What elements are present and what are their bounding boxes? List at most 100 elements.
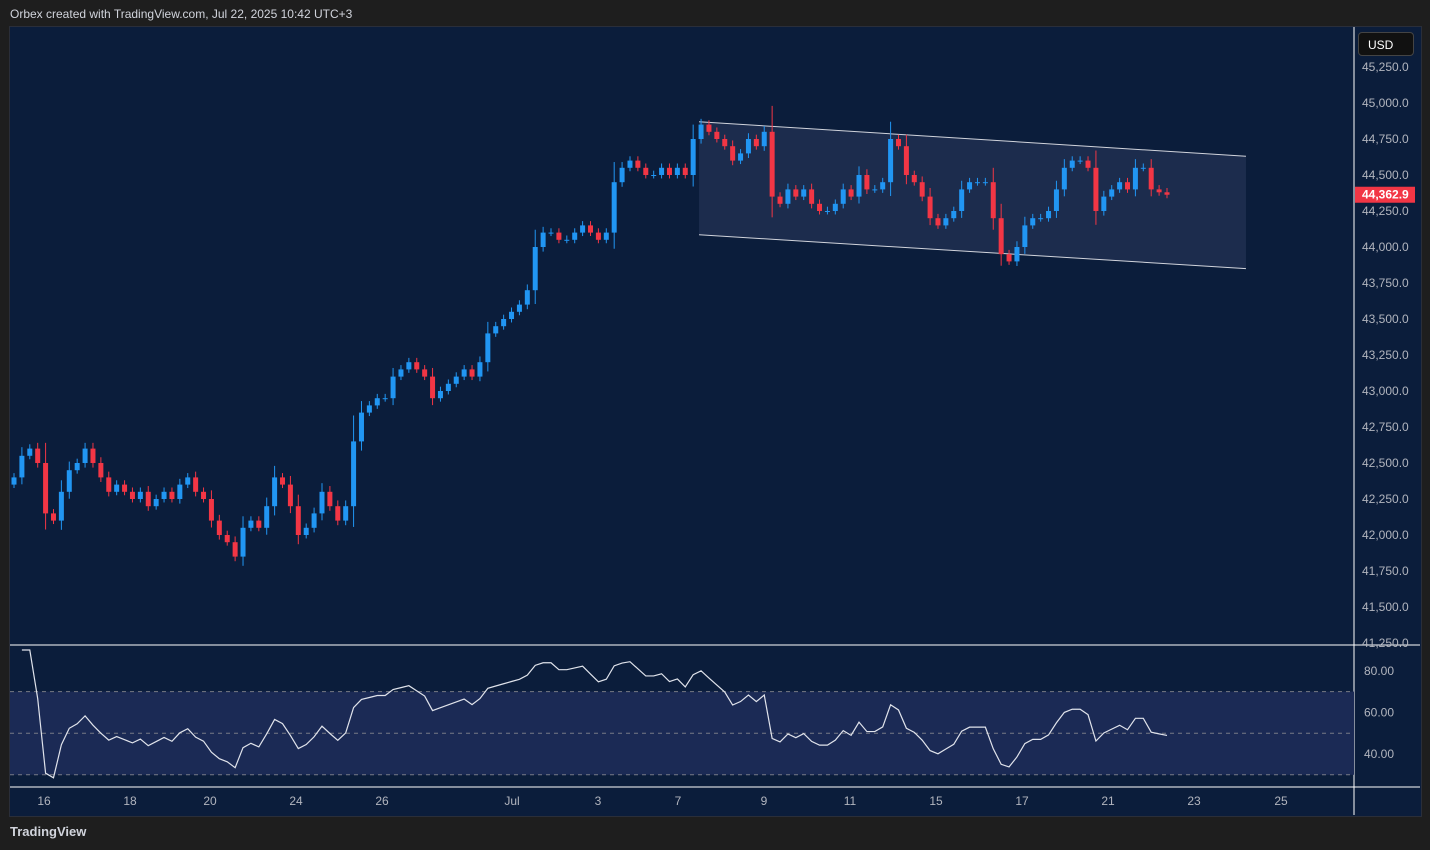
candle-body — [580, 225, 586, 233]
candle-body — [398, 369, 404, 377]
candle-body — [524, 290, 530, 305]
candle-body — [619, 167, 625, 183]
candle-body — [1006, 254, 1012, 262]
candle-body — [248, 520, 254, 528]
candle-body — [177, 484, 183, 499]
price-tick-label: 43,750.0 — [1362, 276, 1409, 290]
candle-body — [509, 311, 515, 319]
price-tick-label: 44,250.0 — [1362, 204, 1409, 218]
candle-body — [832, 203, 838, 211]
time-tick-label: 3 — [595, 794, 602, 808]
price-tick-label: 42,250.0 — [1362, 492, 1409, 506]
candle-body — [66, 470, 72, 492]
candle-body — [880, 182, 886, 190]
candle-body — [445, 383, 451, 391]
candle-body — [967, 182, 973, 190]
candle-body — [809, 189, 815, 204]
candle-body — [793, 189, 799, 197]
candle-body — [817, 203, 823, 211]
candle-body — [1053, 189, 1059, 211]
candle-body — [785, 189, 791, 204]
price-tick-label: 42,000.0 — [1362, 528, 1409, 542]
rsi-tick-label: 80.00 — [1364, 664, 1394, 678]
candle-body — [824, 211, 830, 212]
candle-body — [935, 218, 941, 226]
candle-body — [485, 333, 491, 363]
time-tick-label: 20 — [203, 794, 217, 808]
time-tick-label: 21 — [1101, 794, 1115, 808]
candle-body — [1046, 211, 1052, 219]
candle-body — [1140, 167, 1146, 169]
candle-body — [761, 131, 767, 147]
candle-body — [856, 175, 862, 197]
channel-top-line — [699, 121, 1247, 157]
candle-body — [532, 247, 538, 291]
time-tick-label: 25 — [1274, 794, 1288, 808]
candle-body — [145, 491, 151, 507]
candle-body — [74, 463, 80, 471]
candle-body — [769, 131, 775, 197]
candle-body — [311, 513, 317, 528]
chart-attribution: Orbex created with TradingView.com, Jul … — [10, 7, 353, 21]
candle-body — [643, 167, 649, 175]
candle-body — [461, 369, 467, 377]
candle-body — [27, 448, 33, 456]
candle-body — [272, 477, 278, 507]
candle-body — [374, 398, 380, 406]
rsi-tick-label: 40.00 — [1364, 747, 1394, 761]
channel-bottom-line — [699, 234, 1247, 270]
tradingview-logo: TradingView — [10, 824, 86, 839]
time-tick-label: 18 — [123, 794, 137, 808]
candle-body — [58, 491, 64, 521]
candle-body — [990, 182, 996, 219]
time-tick-label: 15 — [929, 794, 943, 808]
candle-body — [1085, 160, 1091, 168]
candle-body — [122, 484, 128, 492]
candle-body — [366, 405, 372, 413]
candle-body — [911, 175, 917, 183]
candle-body — [161, 491, 167, 499]
candle-body — [611, 182, 617, 233]
price-tick-label: 43,500.0 — [1362, 312, 1409, 326]
candle-body — [943, 218, 949, 226]
candle-body — [659, 167, 665, 175]
candle-body — [477, 362, 483, 377]
candle-body — [43, 463, 49, 514]
candle-body — [651, 175, 657, 176]
candle-body — [303, 527, 309, 535]
candle-body — [98, 463, 104, 478]
candle-body — [635, 160, 641, 168]
candle-body — [1038, 218, 1044, 220]
candle-body — [848, 189, 854, 197]
candle-body — [501, 319, 507, 327]
candle-body — [430, 376, 436, 399]
candle-body — [382, 398, 388, 400]
candle-body — [406, 362, 412, 370]
time-tick-label: Jul — [504, 794, 519, 808]
candle-body — [287, 484, 293, 507]
currency-button[interactable]: USD — [1358, 32, 1414, 56]
candle-body — [358, 412, 364, 442]
candle-body — [106, 477, 112, 492]
candle-body — [414, 362, 420, 370]
candle-body — [1125, 182, 1131, 190]
price-tick-label: 42,750.0 — [1362, 420, 1409, 434]
rsi-tick-label: 60.00 — [1364, 705, 1394, 719]
candle-body — [169, 491, 175, 499]
price-tick-label: 43,250.0 — [1362, 348, 1409, 362]
candle-body — [1030, 218, 1036, 226]
candle-body — [698, 124, 704, 139]
candle-body — [927, 196, 933, 219]
candle-body — [335, 506, 341, 521]
candle-body — [564, 239, 570, 241]
price-tick-label: 45,000.0 — [1362, 96, 1409, 110]
candle-body — [951, 211, 957, 219]
candle-body — [674, 167, 680, 175]
candle-body — [193, 477, 199, 492]
candle-body — [888, 139, 894, 183]
candle-body — [232, 542, 238, 557]
candle-body — [114, 484, 120, 492]
time-tick-label: 17 — [1015, 794, 1029, 808]
logo-text: TradingView — [10, 824, 87, 839]
